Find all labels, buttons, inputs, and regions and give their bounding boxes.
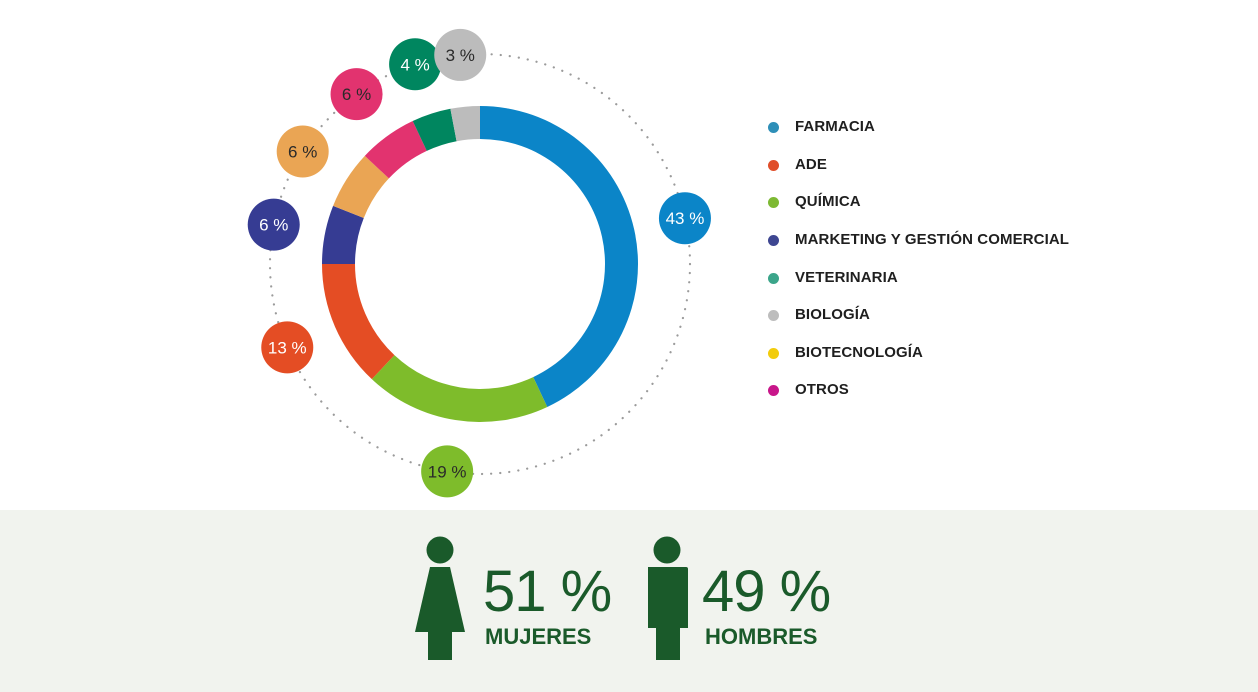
legend-swatch — [768, 385, 779, 397]
man-icon — [648, 536, 688, 660]
value-label-veterinaria: 4 % — [400, 55, 429, 74]
slice-ade — [322, 264, 395, 380]
slice-quimica — [371, 355, 548, 422]
donut-chart: 43 % 19 % 13 % 6 % 6 % 6 % 4 % 3 % — [247, 28, 711, 498]
value-bubble-farmacia — [658, 192, 711, 245]
legend-label: FARMACIA — [795, 118, 875, 136]
legend-item-farmacia: FARMACIA — [768, 108, 1069, 146]
legend-swatch — [768, 197, 779, 209]
value-label-quimica: 19 % — [428, 462, 467, 481]
slice-farmacia — [480, 106, 638, 407]
men-label: HOMBRES — [705, 624, 818, 649]
legend-item-ade: ADE — [768, 146, 1069, 184]
legend-item-quimica: QUÍMICA — [768, 183, 1069, 221]
value-label-otros: 6 % — [342, 85, 371, 104]
legend-item-biotecnologia: BIOTECNOLOGÍA — [768, 334, 1069, 372]
slice-biotecnologia — [333, 155, 389, 218]
legend-swatch — [768, 347, 779, 359]
slice-marketing-y-gestion-comercial — [322, 205, 364, 264]
women-label: MUJERES — [485, 624, 592, 649]
legend-label: MARKETING Y GESTIÓN COMERCIAL — [795, 231, 1070, 249]
value-bubble-otros — [330, 68, 383, 121]
chart-legend: FARMACIA ADE QUÍMICA MARKETING Y GESTIÓN CO… — [768, 108, 1069, 409]
legend-label: OTROS — [795, 381, 849, 399]
legend-item-biologia: BIOLOGÍA — [768, 296, 1069, 334]
value-bubble-quimica — [421, 445, 474, 498]
legend-item-marketing-y-gestion-comercial: MARKETING Y GESTIÓN COMERCIAL — [768, 221, 1069, 259]
dotted-guide-ring — [268, 52, 692, 476]
legend-swatch — [768, 235, 779, 247]
legend-swatch — [768, 122, 779, 134]
value-label-biotecnologia: 6 % — [288, 142, 317, 161]
value-label-farmacia: 43 % — [666, 209, 705, 228]
slice-biologia — [450, 106, 480, 142]
legend-item-otros: OTROS — [768, 371, 1069, 409]
value-label-ade: 13 % — [268, 338, 307, 357]
value-bubble-veterinaria — [389, 38, 442, 91]
woman-icon — [415, 536, 465, 660]
legend-label: BIOLOGÍA — [795, 306, 870, 324]
slice-veterinaria — [412, 108, 457, 151]
legend-swatch — [768, 310, 779, 322]
men-percent: 49 % — [702, 559, 831, 624]
value-label-marketing-y-gestion-comercial: 6 % — [259, 216, 288, 235]
value-bubble-ade — [261, 321, 314, 374]
legend-label: BIOTECNOLOGÍA — [795, 343, 923, 361]
legend-item-veterinaria: VETERINARIA — [768, 258, 1069, 296]
legend-label: QUÍMICA — [795, 193, 861, 211]
legend-swatch — [768, 272, 779, 284]
gender-breakdown-panel: 51 % MUJERES 49 % HOMBRES — [0, 510, 1258, 692]
value-label-biologia: 3 % — [446, 46, 475, 65]
value-bubble-biologia — [434, 28, 487, 81]
value-bubble-biotecnologia — [276, 125, 329, 178]
legend-label: ADE — [795, 155, 827, 173]
women-percent: 51 % — [483, 559, 612, 624]
slice-otros — [364, 121, 427, 179]
legend-swatch — [768, 159, 779, 171]
legend-label: VETERINARIA — [795, 268, 898, 286]
value-bubble-marketing-y-gestion-comercial — [247, 198, 300, 251]
